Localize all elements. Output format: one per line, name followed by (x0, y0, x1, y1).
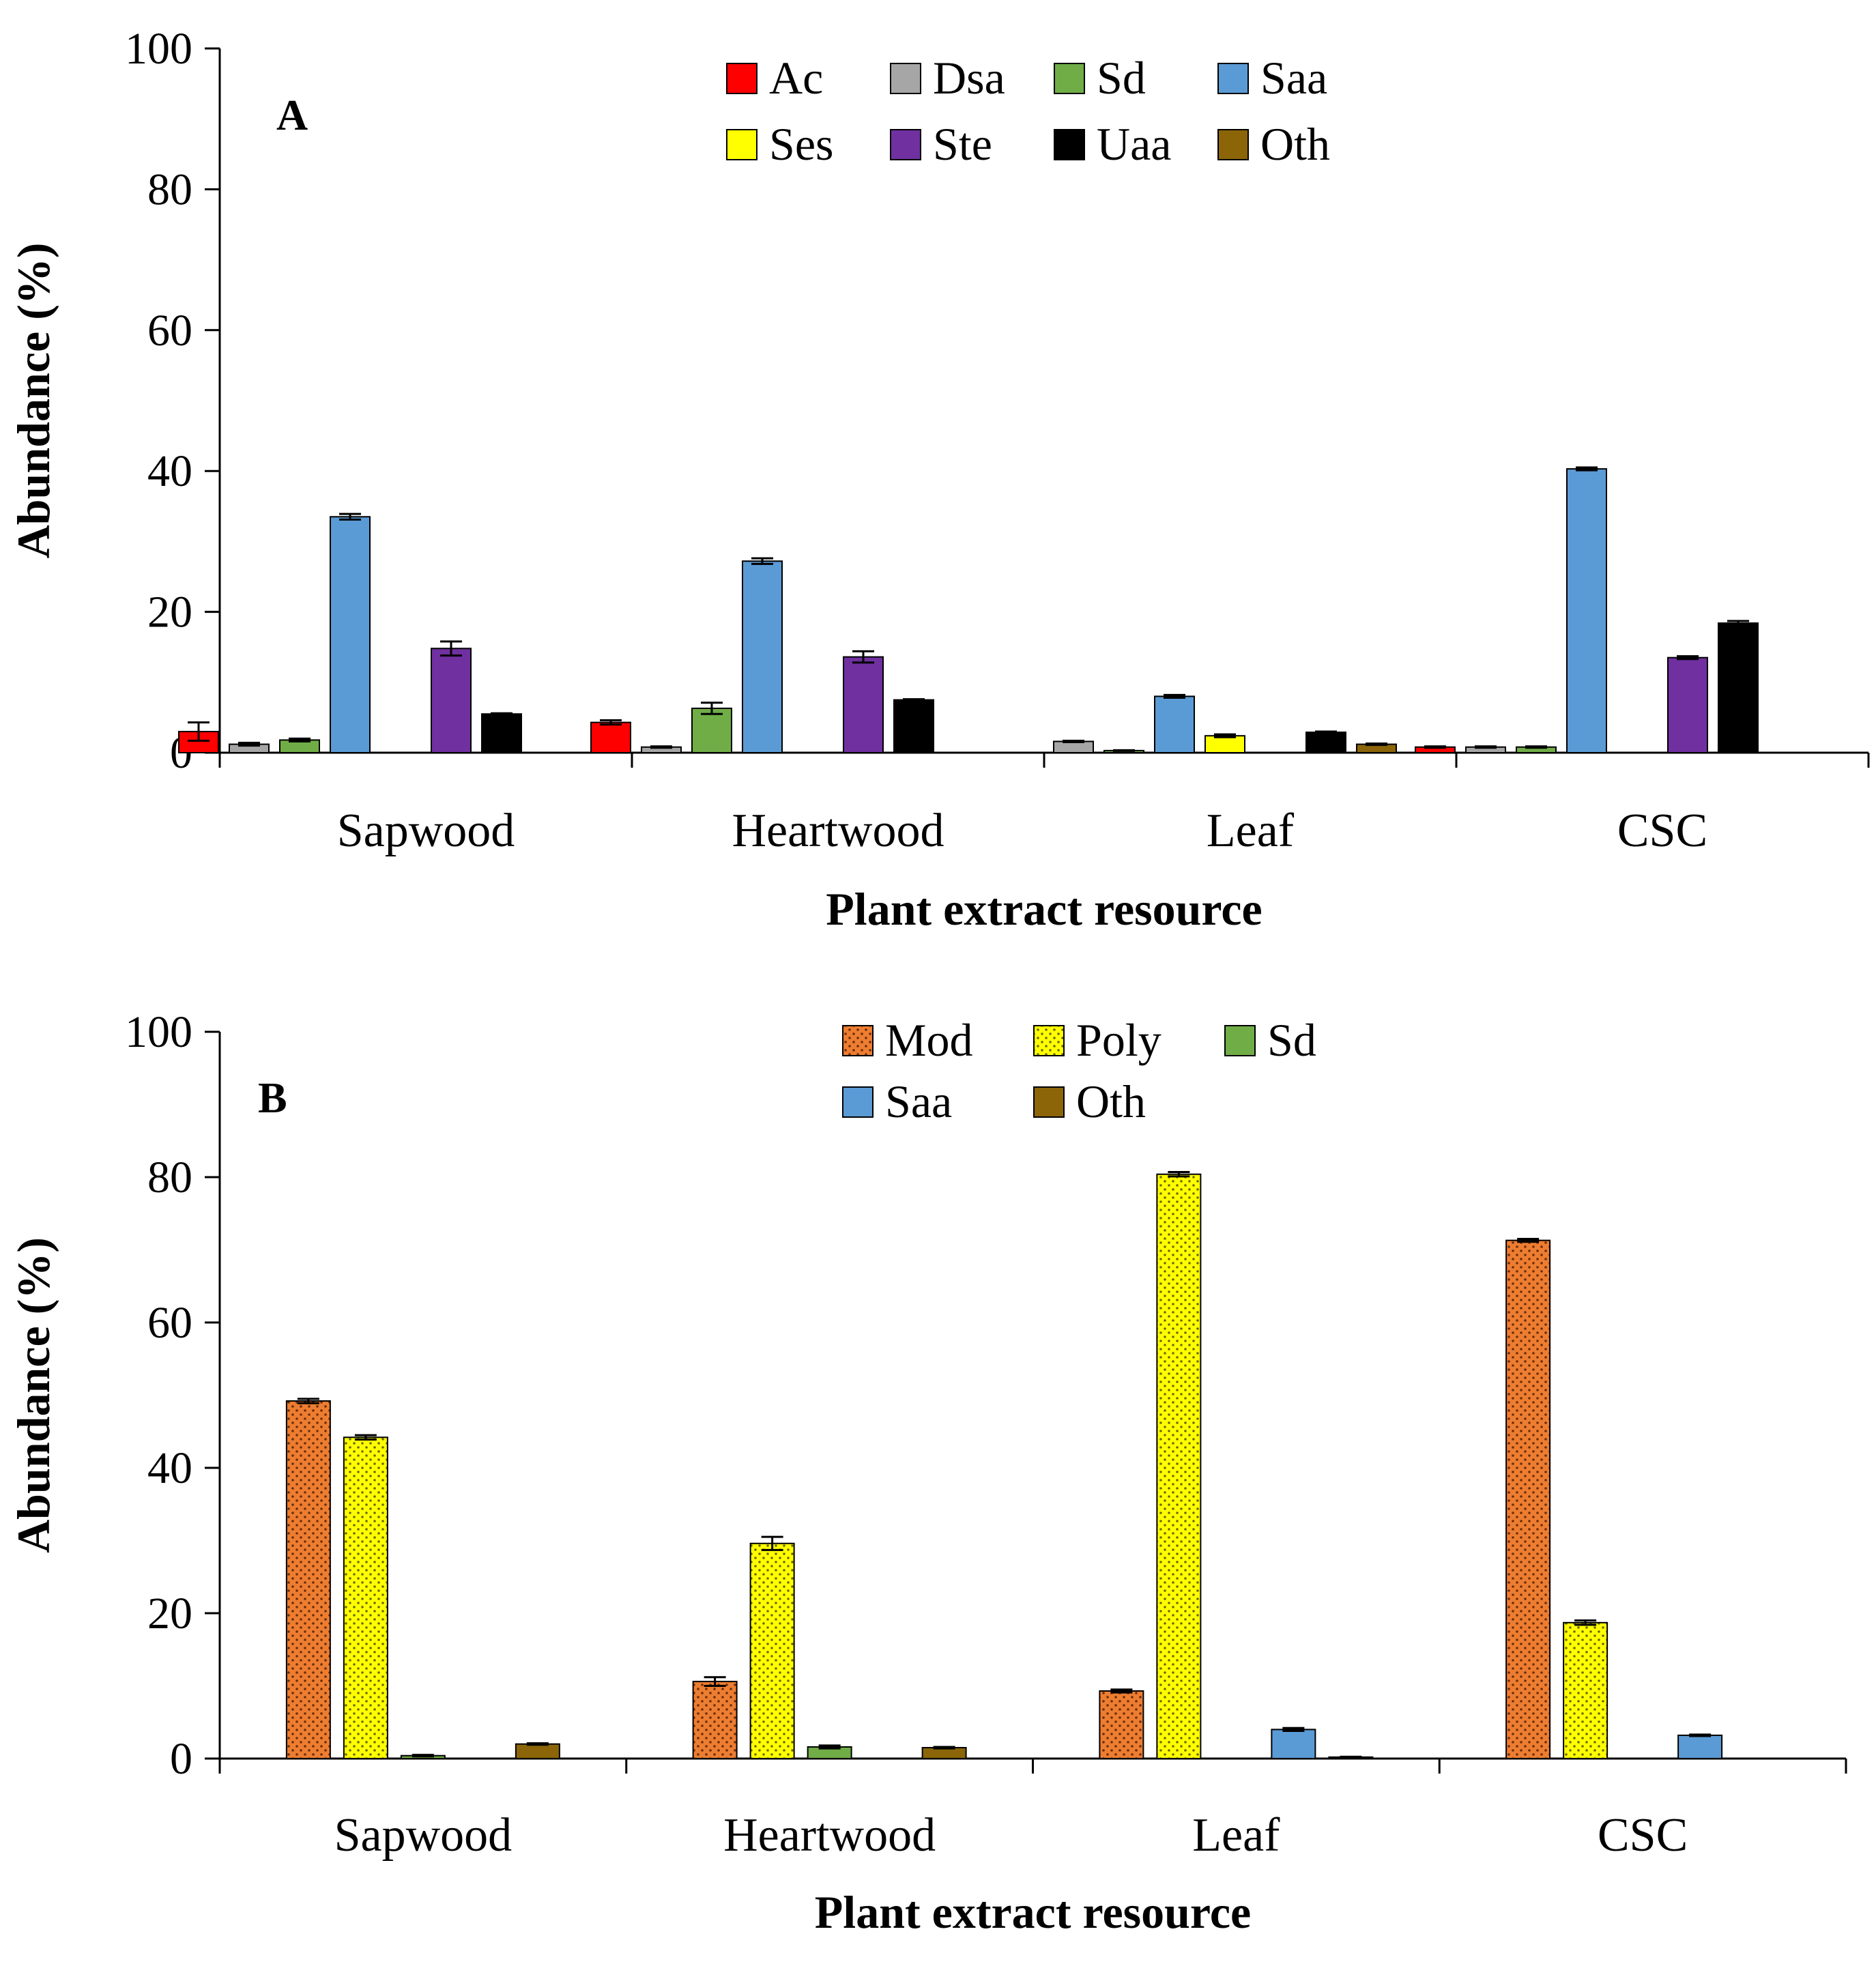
legend-item: Ste (890, 118, 992, 170)
bar-uaa (1305, 732, 1346, 754)
bar-saa (1566, 468, 1607, 753)
y-tick-label: 80 (147, 164, 192, 214)
legend-swatch (842, 1086, 874, 1118)
bar-mod (1505, 1239, 1551, 1759)
legend-swatch (726, 63, 757, 94)
x-category-label: Heartwood (732, 805, 944, 857)
x-category-label: Sapwood (337, 805, 515, 857)
legend-swatch (1054, 129, 1085, 160)
bar-saa (330, 516, 371, 754)
legend-swatch (726, 129, 757, 160)
y-tick-label: 100 (125, 1007, 192, 1057)
y-tick-label: 20 (147, 588, 192, 637)
panel-b: 0 20 40 60 80 100 Sapwood Heartwood Leaf CSC Plant… (8, 1007, 1847, 1938)
bar-sd (691, 707, 732, 754)
y-tick-label: 0 (170, 1734, 192, 1784)
legend-label: Ste (933, 118, 992, 170)
y-tick-label: 80 (147, 1153, 192, 1202)
x-category-label: Leaf (1192, 1809, 1280, 1862)
bar-poly (1563, 1621, 1608, 1759)
bar-saa (742, 560, 783, 754)
legend-label: Oth (1260, 118, 1330, 170)
bar-mod (692, 1681, 738, 1760)
legend-label: Uaa (1097, 118, 1171, 170)
y-tick-label: 60 (147, 306, 192, 356)
legend-swatch (1054, 63, 1085, 94)
bar-saa (1271, 1729, 1316, 1759)
legend-label: Dsa (933, 52, 1005, 104)
legend-swatch (1217, 63, 1249, 94)
panel-label: B (258, 1073, 287, 1122)
y-axis-title: Abundance (%) (8, 1237, 59, 1553)
bar-mod (285, 1400, 331, 1759)
legend-item: Sd (1054, 52, 1146, 104)
legend-swatch (1217, 129, 1249, 160)
legend-label: Ac (769, 52, 823, 104)
legend-item: Ac (726, 52, 823, 104)
legend-label: Saa (1260, 52, 1327, 104)
legend-label: Mod (885, 1014, 972, 1066)
legend-swatch (890, 63, 921, 94)
bar-ses (1204, 735, 1245, 754)
legend-swatch (1033, 1086, 1065, 1118)
bar-poly (749, 1542, 795, 1759)
panel-a: 020406080100SapwoodHeartwoodLeafCSCPlant… (8, 24, 1870, 935)
legend-item: Saa (842, 1075, 952, 1127)
x-axis-title: Plant extract resource (826, 883, 1262, 935)
legend-item: Poly (1033, 1014, 1161, 1066)
bar-mod (1099, 1690, 1144, 1760)
bar-poly (343, 1436, 388, 1760)
legend-item: Saa (1217, 52, 1327, 104)
legend-label: Saa (885, 1075, 952, 1127)
legend-item: Dsa (890, 52, 1005, 104)
legend-item: Mod (842, 1014, 972, 1066)
y-axis-title: Abundance (%) (8, 243, 59, 559)
bar-poly (1156, 1173, 1202, 1759)
legend-label: Sd (1267, 1014, 1316, 1066)
legend-swatch (1033, 1025, 1065, 1056)
y-tick-label: 40 (147, 446, 192, 496)
bar-uaa (481, 713, 522, 753)
bar-uaa (1718, 622, 1759, 753)
bar-ac (590, 721, 631, 754)
legend-swatch (842, 1025, 874, 1056)
x-category-label: Sapwood (334, 1809, 513, 1862)
bar-saa (1677, 1734, 1723, 1759)
y-tick-label: 20 (147, 1589, 192, 1638)
legend-item: Sd (1224, 1014, 1316, 1066)
panel-label: A (276, 91, 308, 139)
legend-swatch (1224, 1025, 1256, 1056)
x-axis-title: Plant extract resource (815, 1886, 1251, 1938)
legend-label: Sd (1097, 52, 1146, 104)
legend-item: Oth (1033, 1075, 1146, 1127)
x-category-label: CSC (1598, 1809, 1688, 1862)
y-tick-label: 100 (125, 24, 192, 74)
x-category-label: Leaf (1207, 805, 1295, 857)
bar-ac (178, 731, 219, 754)
legend-label: Poly (1076, 1014, 1161, 1066)
bar-ste (1667, 656, 1708, 753)
bar-ste (431, 648, 472, 753)
legend-label: Ses (769, 118, 833, 170)
legend-label: Oth (1076, 1075, 1146, 1127)
legend-item: Oth (1217, 118, 1330, 170)
y-tick-label: 40 (147, 1443, 192, 1493)
y-tick-label: 60 (147, 1298, 192, 1348)
bar-ste (843, 656, 884, 754)
x-category-label: Heartwood (723, 1809, 936, 1862)
legend-item: Ses (726, 118, 833, 170)
x-category-label: CSC (1617, 805, 1707, 857)
legend-item: Uaa (1054, 118, 1171, 170)
bar-oth (515, 1743, 560, 1759)
bar-saa (1154, 695, 1195, 753)
bar-uaa (893, 699, 934, 753)
legend-swatch (890, 129, 921, 160)
